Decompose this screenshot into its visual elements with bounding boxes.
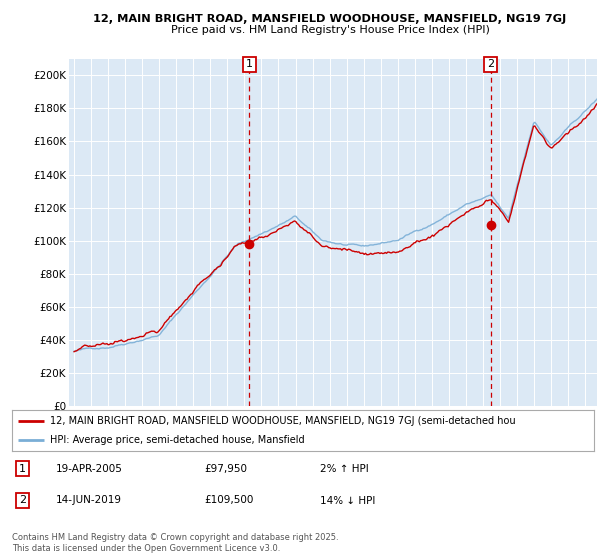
Text: £97,950: £97,950 [204, 464, 247, 474]
Text: 2% ↑ HPI: 2% ↑ HPI [320, 464, 369, 474]
Text: £109,500: £109,500 [204, 496, 253, 506]
Text: HPI: Average price, semi-detached house, Mansfield: HPI: Average price, semi-detached house,… [50, 435, 304, 445]
Text: Price paid vs. HM Land Registry's House Price Index (HPI): Price paid vs. HM Land Registry's House … [170, 25, 490, 35]
Text: Contains HM Land Registry data © Crown copyright and database right 2025.
This d: Contains HM Land Registry data © Crown c… [12, 533, 338, 553]
Text: 2: 2 [19, 496, 26, 506]
Text: 2: 2 [487, 59, 494, 69]
Text: 19-APR-2005: 19-APR-2005 [56, 464, 122, 474]
Text: 12, MAIN BRIGHT ROAD, MANSFIELD WOODHOUSE, MANSFIELD, NG19 7GJ: 12, MAIN BRIGHT ROAD, MANSFIELD WOODHOUS… [94, 14, 566, 24]
Text: 14-JUN-2019: 14-JUN-2019 [56, 496, 122, 506]
Text: 14% ↓ HPI: 14% ↓ HPI [320, 496, 376, 506]
Text: 12, MAIN BRIGHT ROAD, MANSFIELD WOODHOUSE, MANSFIELD, NG19 7GJ (semi-detached ho: 12, MAIN BRIGHT ROAD, MANSFIELD WOODHOUS… [50, 416, 515, 426]
Text: 1: 1 [246, 59, 253, 69]
Text: 1: 1 [19, 464, 26, 474]
